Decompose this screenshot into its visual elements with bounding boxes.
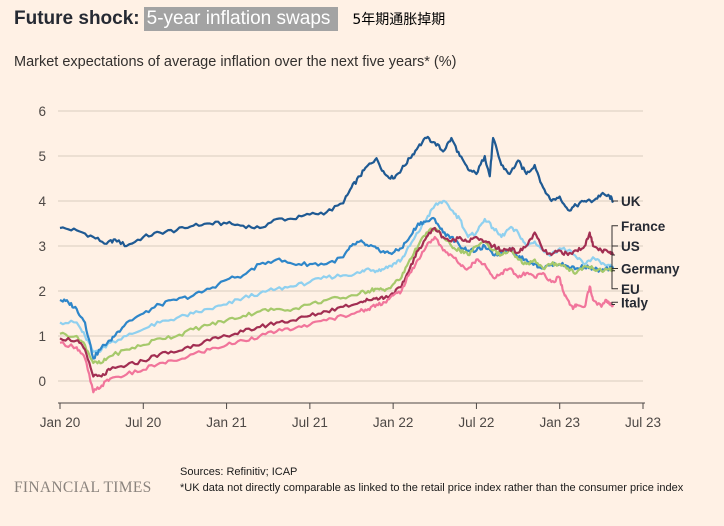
series-line-eu (59, 226, 615, 378)
chart-title-highlight: 5-year inflation swaps (143, 7, 339, 31)
x-tick-label: Jan 21 (206, 415, 247, 430)
y-tick-label: 2 (38, 284, 46, 299)
chart-footer: Sources: Refinitiv; ICAP *UK data not di… (180, 464, 715, 496)
series-line-france (59, 199, 615, 353)
y-tick-label: 3 (38, 239, 46, 254)
series-line-uk (59, 135, 614, 248)
title-row: Future shock: 5-year inflation swaps 5年期… (14, 6, 445, 32)
y-tick-label: 4 (38, 194, 46, 209)
label-connector (611, 254, 618, 290)
chart-title: Future shock: (14, 8, 140, 29)
x-tick-label: Jul 20 (125, 415, 161, 430)
chart-title-chinese: 5年期通胀掉期 (352, 12, 446, 28)
series-label-us: US (621, 239, 640, 254)
series-line-italy (59, 235, 615, 394)
series-label-germany: Germany (621, 262, 680, 277)
series-label-eu: EU (621, 282, 640, 297)
series-label-italy: Italy (621, 295, 649, 310)
series-label-uk: UK (621, 194, 641, 209)
ft-brand-logo: FINANCIAL TIMES (14, 479, 152, 496)
label-connector (611, 245, 618, 269)
x-tick-label: Jan 20 (40, 415, 81, 430)
series-line-germany (59, 226, 615, 365)
y-tick-label: 1 (38, 329, 46, 344)
series-label-france: France (621, 219, 666, 234)
sources-note: Sources: Refinitiv; ICAP (180, 466, 298, 478)
x-tick-label: Jul 22 (458, 415, 494, 430)
x-tick-label: Jul 21 (292, 415, 328, 430)
label-connector (611, 225, 618, 269)
footnote: *UK data not directly comparable as link… (180, 482, 684, 494)
label-connector (611, 301, 618, 305)
y-tick-label: 0 (38, 374, 46, 389)
x-tick-label: Jan 22 (373, 415, 414, 430)
x-tick-label: Jul 23 (625, 415, 661, 430)
x-tick-label: Jan 23 (539, 415, 580, 430)
y-tick-label: 6 (38, 104, 46, 119)
chart-subtitle: Market expectations of average inflation… (14, 54, 457, 70)
y-tick-label: 5 (38, 149, 46, 164)
